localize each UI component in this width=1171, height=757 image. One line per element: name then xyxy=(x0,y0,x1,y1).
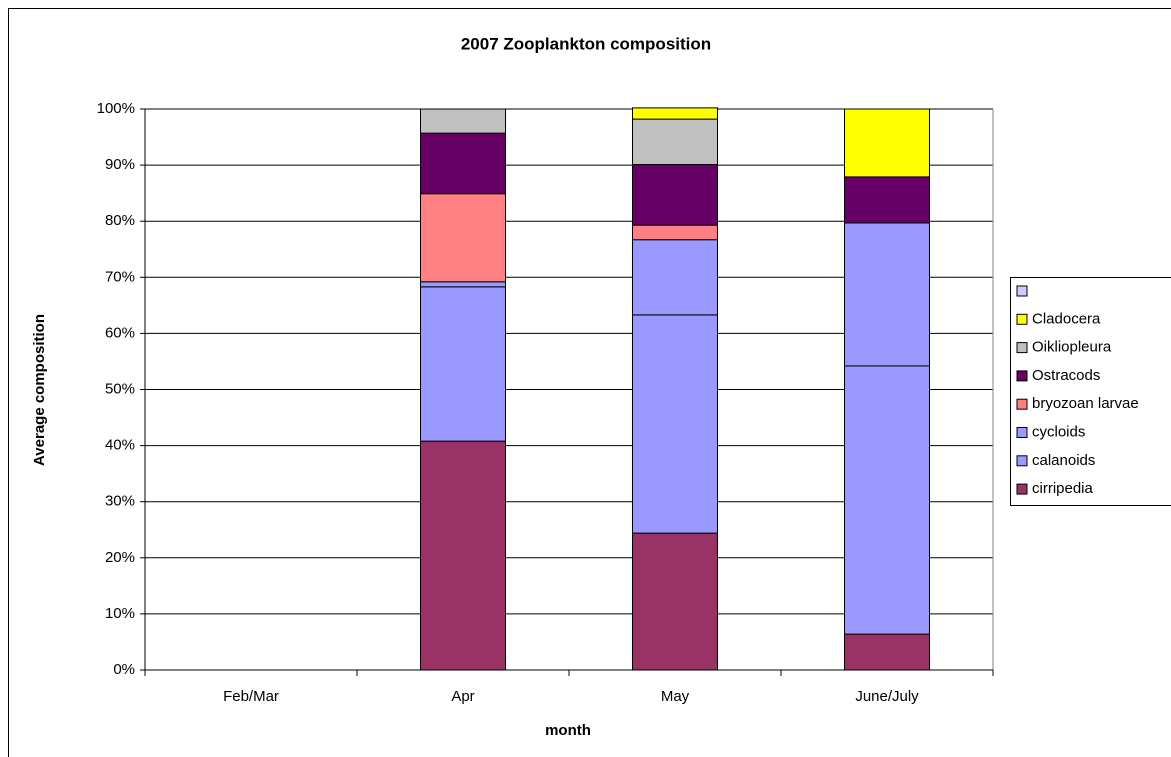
legend-swatch xyxy=(1016,285,1028,297)
bar-segment xyxy=(420,108,506,134)
y-tick-label: 30% xyxy=(105,493,135,510)
x-tick-label: June/July xyxy=(855,688,919,705)
y-tick-label: 70% xyxy=(105,268,135,285)
legend-box xyxy=(1010,277,1171,506)
bar-segment xyxy=(420,286,506,442)
y-tick-label: 100% xyxy=(97,100,135,117)
x-tick-label: Apr xyxy=(451,688,474,705)
y-tick-label: 50% xyxy=(105,380,135,397)
legend-swatch xyxy=(1016,455,1028,467)
y-tick-label: 60% xyxy=(105,324,135,341)
y-tick-label: 40% xyxy=(105,437,135,454)
legend-label: calanoids xyxy=(1032,452,1095,469)
bar-segment xyxy=(420,281,506,288)
legend-label: cycloids xyxy=(1032,423,1085,440)
legend-swatch xyxy=(1016,342,1028,354)
legend-swatch xyxy=(1016,483,1028,495)
bar-segment xyxy=(632,118,718,166)
bar-segment xyxy=(420,193,506,283)
bar-segment xyxy=(632,314,718,534)
x-tick-label: May xyxy=(661,688,690,705)
bar-segment xyxy=(420,132,506,195)
legend-swatch xyxy=(1016,370,1028,382)
x-tick-label: Feb/Mar xyxy=(223,688,279,705)
y-tick-label: 0% xyxy=(113,661,135,678)
bar-segment xyxy=(632,532,718,671)
bar-segment xyxy=(844,633,930,671)
y-tick-label: 20% xyxy=(105,549,135,566)
legend-label: bryozoan larvae xyxy=(1032,395,1139,412)
y-tick-label: 90% xyxy=(105,156,135,173)
bar-segment xyxy=(632,107,718,120)
y-axis-title: Average composition xyxy=(31,314,48,466)
y-tick-label: 80% xyxy=(105,212,135,229)
bar-segment xyxy=(844,365,930,635)
legend-swatch xyxy=(1016,398,1028,410)
bar-segment xyxy=(632,239,718,316)
legend-swatch xyxy=(1016,313,1028,325)
chart-title: 2007 Zooplankton composition xyxy=(461,34,711,53)
bar-segment xyxy=(632,224,718,241)
bar-segment xyxy=(844,176,930,224)
chart-frame xyxy=(8,8,1171,757)
bar-segment xyxy=(844,222,930,367)
bar-segment xyxy=(420,440,506,671)
y-tick-label: 10% xyxy=(105,605,135,622)
legend-label: cirripedia xyxy=(1032,480,1094,497)
x-axis-title: month xyxy=(545,722,591,739)
bar-segment xyxy=(844,108,930,178)
bar-segment xyxy=(632,164,718,226)
legend-label: Ostracods xyxy=(1032,367,1100,384)
legend-label: Oikliopleura xyxy=(1032,339,1112,356)
legend-label: Cladocera xyxy=(1032,310,1101,327)
legend-swatch xyxy=(1016,427,1028,438)
